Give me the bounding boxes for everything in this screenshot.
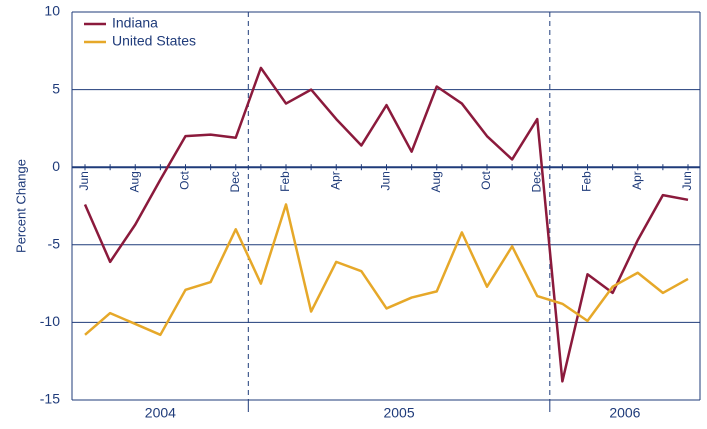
y-tick-label: 0: [52, 158, 60, 174]
x-tick-label: Jun: [77, 171, 91, 190]
series-line: [84, 203, 689, 337]
x-tick-label: Dec: [228, 171, 242, 192]
x-tick-label: Apr: [328, 171, 342, 190]
x-tick-label: Aug: [429, 171, 443, 192]
y-tick-label: 10: [44, 3, 60, 19]
x-tick-label: Oct: [178, 171, 192, 190]
legend-label: United States: [112, 33, 196, 49]
x-tick-label: Jun: [680, 171, 694, 190]
y-axis-label: Percent Change: [13, 159, 28, 253]
x-tick-label: Dec: [529, 171, 543, 192]
x-tick-label: Oct: [479, 171, 493, 190]
x-tick-label: Feb: [580, 171, 594, 192]
x-tick-label: Aug: [127, 171, 141, 192]
y-tick-label: 5: [52, 80, 60, 96]
x-tick-label: Feb: [278, 171, 292, 192]
year-label: 2006: [609, 405, 640, 421]
x-tick-label: Jun: [379, 171, 393, 190]
legend-label: Indiana: [112, 15, 158, 31]
series-line: [83, 66, 689, 383]
y-tick-label: -5: [48, 236, 61, 252]
year-label: 2004: [145, 405, 176, 421]
y-tick-label: -10: [40, 313, 60, 329]
y-tick-label: -15: [40, 391, 60, 407]
year-label: 2005: [383, 405, 414, 421]
x-tick-label: Apr: [630, 171, 644, 190]
